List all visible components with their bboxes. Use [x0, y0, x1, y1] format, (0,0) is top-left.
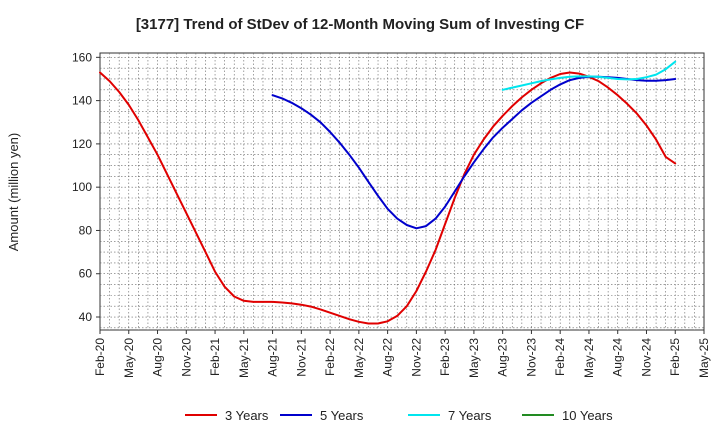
y-tick-label: 140 — [72, 94, 92, 108]
y-tick-label: 160 — [72, 50, 92, 64]
x-tick-label: Feb-23 — [438, 338, 452, 376]
x-tick-label: Aug-20 — [151, 338, 165, 377]
grid-lines — [100, 53, 704, 330]
x-tick-label: May-23 — [467, 338, 481, 378]
x-tick-label: Feb-20 — [93, 338, 107, 376]
x-tick-label: May-20 — [122, 338, 136, 378]
x-tick-label: Feb-25 — [668, 338, 682, 376]
y-tick-label: 120 — [72, 137, 92, 151]
x-tick-label: Nov-21 — [294, 338, 308, 377]
y-tick-label: 100 — [72, 180, 92, 194]
x-tick-label: Feb-21 — [208, 338, 222, 376]
x-tick-label: May-21 — [237, 338, 251, 378]
x-tick-label: May-25 — [697, 338, 711, 378]
legend-label: 7 Years — [448, 408, 492, 423]
y-tick-label: 60 — [79, 267, 93, 281]
chart-title: [3177] Trend of StDev of 12-Month Moving… — [135, 16, 585, 33]
x-tick-label: Aug-22 — [381, 338, 395, 377]
x-tick-label: Nov-24 — [639, 338, 653, 377]
legend-label: 5 Years — [320, 408, 364, 423]
series-line-3-years — [99, 71, 677, 325]
plot-area — [99, 52, 705, 331]
x-tick-label: Feb-22 — [323, 338, 337, 376]
x-tick-label: Aug-24 — [611, 338, 625, 377]
x-tick-label: May-22 — [352, 338, 366, 378]
y-tick-labels: 40 60 80 100 120 140 160 — [72, 50, 100, 324]
series-lines — [99, 60, 677, 325]
legend-label: 10 Years — [562, 408, 613, 423]
x-tick-label: Nov-22 — [409, 338, 423, 377]
legend-label: 3 Years — [225, 408, 269, 423]
x-tick-label: Aug-23 — [496, 338, 510, 377]
x-tick-label: Aug-21 — [266, 338, 280, 377]
series-line-7-years — [501, 60, 677, 91]
x-tick-label: Nov-23 — [524, 338, 538, 377]
x-tick-label: Feb-24 — [553, 338, 567, 376]
x-tick-labels: Feb-20 May-20 Aug-20 Nov-20 Feb-21 May-21 Aug-… — [93, 330, 711, 378]
y-axis-label: Amount (million yen) — [6, 133, 21, 252]
y-tick-label: 80 — [79, 223, 93, 237]
x-tick-label: Nov-20 — [179, 338, 193, 377]
x-tick-label: May-24 — [582, 338, 596, 378]
legend: 3 Years 5 Years 7 Years 10 Years — [185, 408, 613, 423]
y-tick-label: 40 — [79, 310, 93, 324]
